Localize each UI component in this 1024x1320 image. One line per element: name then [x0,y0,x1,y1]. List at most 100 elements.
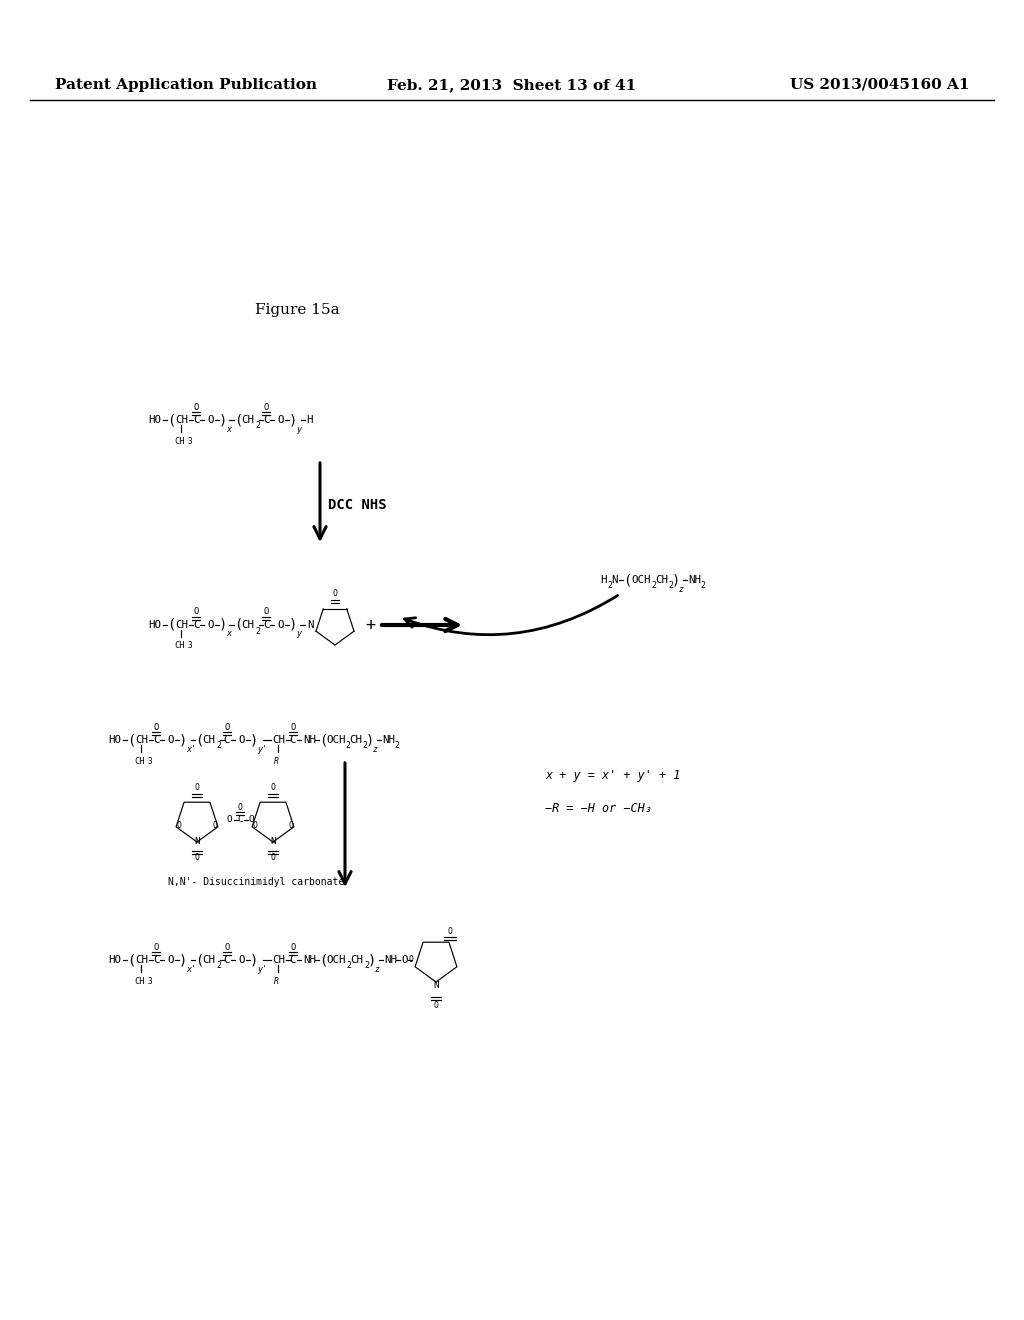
Text: 2: 2 [394,741,399,750]
Text: 2: 2 [700,581,705,590]
Text: CH: CH [135,735,148,744]
Text: O: O [253,821,257,830]
Text: C: C [153,954,160,965]
Text: HO: HO [148,620,161,630]
Text: 3: 3 [148,977,153,986]
Text: ): ) [179,733,187,747]
Text: O: O [401,954,408,965]
Text: C: C [238,816,243,825]
Text: C: C [224,735,230,744]
Text: (: ( [195,733,203,747]
Text: O: O [270,784,275,792]
Text: R: R [274,977,279,986]
Text: +: + [365,616,375,634]
Text: OCH: OCH [326,735,345,744]
Text: y: y [296,425,301,433]
Text: O: O [154,942,159,952]
Text: C: C [224,954,230,965]
Text: O: O [238,803,243,812]
Text: CH: CH [272,735,285,744]
Text: 2: 2 [668,581,673,590]
Text: ): ) [219,413,227,426]
Text: 2: 2 [651,581,656,590]
Text: CH: CH [202,735,215,744]
Text: CH: CH [350,954,362,965]
Text: N: N [270,837,275,846]
Text: NH: NH [303,735,316,744]
Text: x': x' [186,965,196,974]
Text: O: O [238,735,245,744]
Text: z: z [373,744,378,754]
Text: ): ) [250,953,258,968]
Text: O: O [207,414,213,425]
Text: O: O [263,403,268,412]
Text: C: C [263,414,269,425]
Text: CH: CH [134,756,144,766]
Text: Patent Application Publication: Patent Application Publication [55,78,317,92]
Text: 2: 2 [216,742,221,751]
Text: Feb. 21, 2013  Sheet 13 of 41: Feb. 21, 2013 Sheet 13 of 41 [387,78,637,92]
Text: NH: NH [303,954,316,965]
Text: ): ) [250,733,258,747]
Text: z: z [375,965,380,974]
Text: C: C [193,620,200,630]
Text: O: O [213,821,217,830]
Text: C: C [263,620,269,630]
Text: H: H [600,576,606,585]
Text: O: O [238,954,245,965]
Text: CH: CH [241,414,254,425]
Text: 3: 3 [188,642,193,651]
Text: N: N [433,981,439,990]
Text: (: ( [195,953,203,968]
Text: O: O [409,956,414,965]
Text: OCH: OCH [326,954,345,965]
Text: DCC NHS: DCC NHS [328,498,387,512]
Text: OCH: OCH [631,576,650,585]
Text: 2: 2 [607,581,612,590]
Text: (: ( [319,733,328,747]
Text: O: O [154,722,159,731]
Text: HO: HO [108,954,121,965]
Text: CH: CH [349,735,362,744]
Text: O: O [176,821,181,830]
Text: x': x' [186,744,196,754]
Text: R: R [274,756,279,766]
Text: (: ( [127,733,135,747]
Text: (: ( [234,413,243,426]
Text: HO: HO [148,414,161,425]
Text: CH: CH [175,414,188,425]
Text: CH: CH [175,620,188,630]
Text: x: x [226,425,231,433]
Text: O: O [270,854,275,862]
Text: N,N'- Disuccinimidyl carbonate: N,N'- Disuccinimidyl carbonate [168,876,344,887]
Text: (: ( [319,953,328,968]
Text: ): ) [368,953,376,968]
Text: x + y = x' + y' + 1: x + y = x' + y' + 1 [545,768,680,781]
Text: CH: CH [272,954,285,965]
Text: 2: 2 [255,421,260,430]
Text: O: O [291,722,296,731]
Text: CH: CH [135,954,148,965]
Text: ): ) [219,618,227,632]
Text: ): ) [366,733,374,747]
Text: −R = −H or −CH₃: −R = −H or −CH₃ [545,801,652,814]
Text: (: ( [623,573,631,587]
Text: CH: CH [241,620,254,630]
Text: x: x [226,630,231,639]
Text: (: ( [167,413,175,426]
Text: C: C [290,954,296,965]
Text: (: ( [167,618,175,632]
Text: CH: CH [174,642,184,651]
Text: ): ) [672,573,680,587]
Text: C: C [193,414,200,425]
Text: O: O [224,942,229,952]
Text: HO: HO [108,735,121,744]
Text: 3: 3 [188,437,193,446]
Text: Figure 15a: Figure 15a [255,304,340,317]
Text: O: O [278,620,284,630]
Text: 2: 2 [364,961,369,970]
Text: 2: 2 [255,627,260,635]
Text: O: O [194,607,199,616]
Text: O: O [289,821,294,830]
Text: NH: NH [384,954,397,965]
